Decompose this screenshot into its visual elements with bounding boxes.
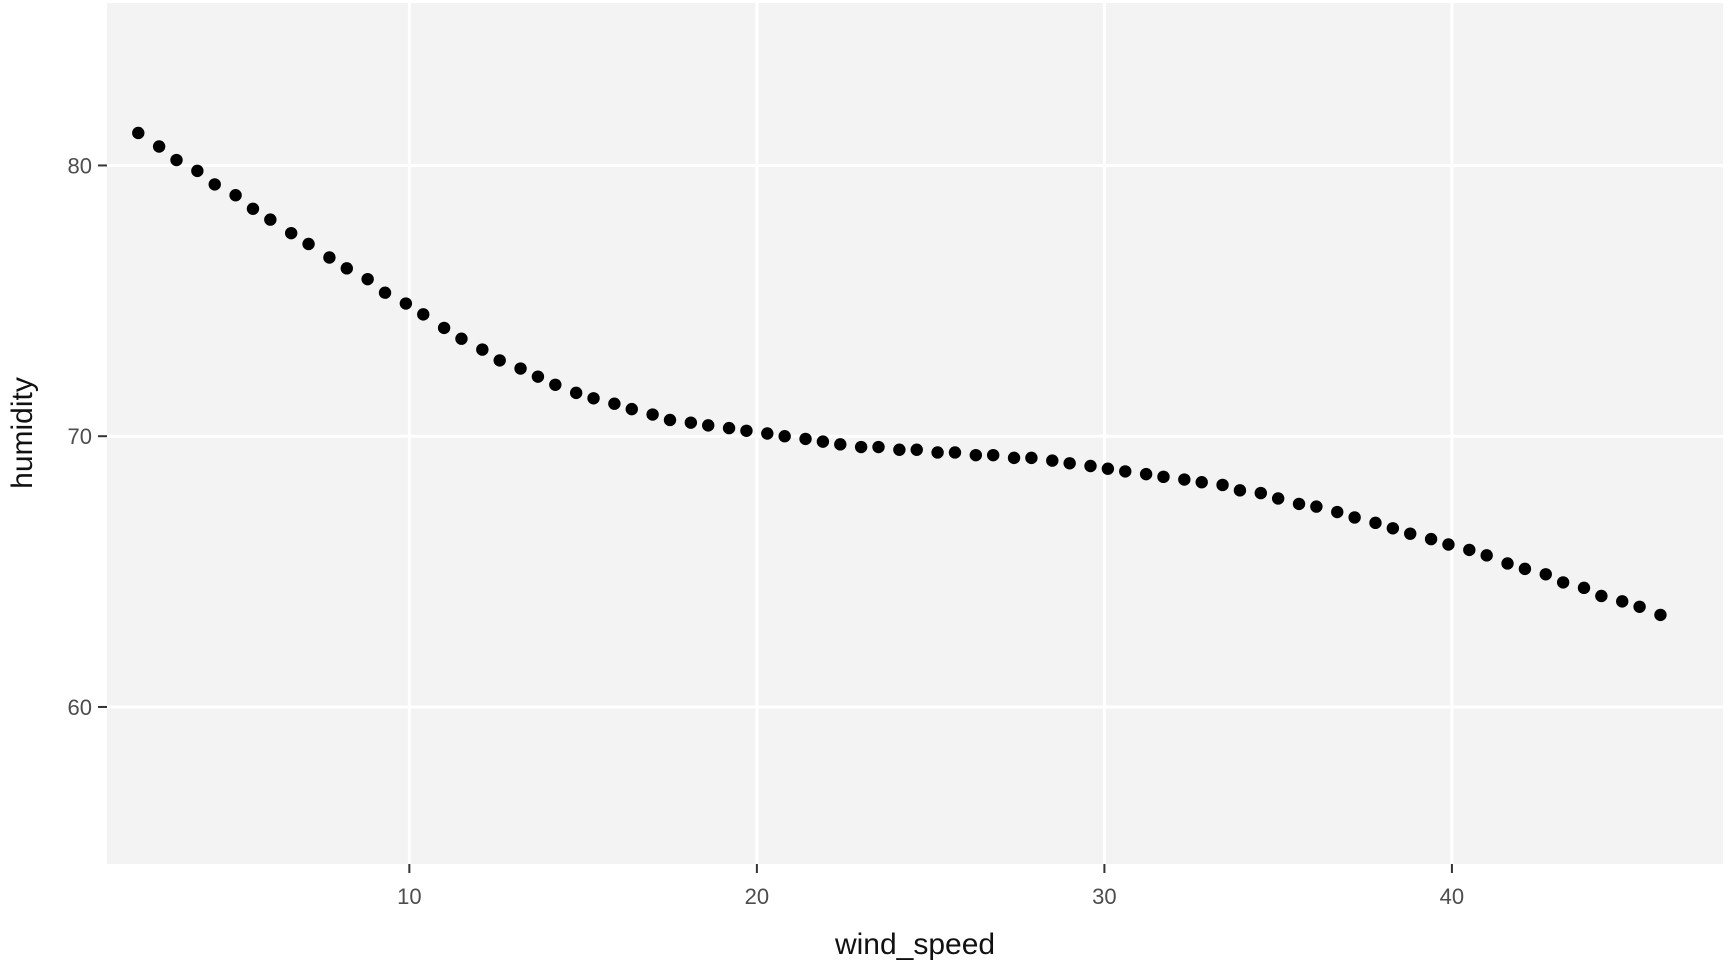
data-point: [722, 421, 736, 435]
data-point: [476, 343, 489, 356]
data-point: [1233, 484, 1247, 497]
data-point: [569, 386, 583, 400]
data-point: [340, 262, 353, 275]
data-point: [646, 408, 659, 421]
data-point: [1577, 581, 1591, 595]
data-point: [208, 178, 221, 191]
data-point: [761, 427, 774, 440]
grid-lines: [107, 3, 1723, 864]
data-point: [1139, 467, 1153, 481]
data-point: [1254, 486, 1267, 500]
data-point: [264, 213, 277, 226]
x-tick-label: 20: [745, 884, 769, 909]
data-point: [986, 448, 1000, 462]
data-point: [1518, 562, 1532, 576]
data-point: [799, 432, 812, 446]
data-point: [608, 397, 621, 410]
data-point: [740, 424, 753, 437]
data-point: [132, 126, 145, 140]
data-point: [1216, 478, 1229, 492]
y-axis-title: humidity: [6, 377, 39, 489]
data-point: [854, 440, 868, 454]
data-point: [170, 153, 183, 167]
data-point: [493, 354, 506, 367]
data-point: [1556, 576, 1570, 589]
data-point: [1463, 543, 1476, 557]
data-point: [455, 332, 468, 345]
data-point: [1178, 473, 1191, 486]
x-tick-label: 10: [397, 884, 421, 909]
data-point: [378, 286, 392, 299]
data-point: [1310, 500, 1323, 513]
plot-panel: [107, 3, 1723, 864]
data-point: [1633, 600, 1646, 613]
data-point: [872, 440, 885, 454]
data-point: [834, 438, 847, 451]
x-tick-label: 30: [1092, 884, 1116, 909]
data-point: [1348, 511, 1361, 524]
data-point: [1654, 608, 1667, 622]
data-point: [1616, 595, 1629, 608]
data-point: [1424, 532, 1438, 546]
data-point: [1046, 454, 1059, 467]
data-point: [663, 413, 677, 427]
data-point: [1480, 549, 1493, 562]
data-point: [893, 443, 906, 456]
data-point: [1501, 557, 1514, 570]
data-point: [361, 272, 374, 286]
data-point: [910, 443, 923, 456]
data-point: [1007, 451, 1021, 465]
x-axis: 10 20 30 40: [397, 864, 1464, 909]
data-point: [587, 392, 600, 405]
data-point: [323, 251, 336, 264]
data-point: [1119, 465, 1132, 478]
data-point: [1404, 527, 1417, 540]
data-point: [284, 226, 298, 240]
data-point: [948, 446, 962, 459]
data-point: [778, 430, 791, 443]
x-tick-label: 40: [1440, 884, 1464, 909]
data-point: [531, 370, 545, 383]
data-point: [1063, 457, 1076, 470]
data-point: [1292, 497, 1306, 511]
x-axis-title: wind_speed: [834, 928, 995, 960]
data-point: [684, 416, 698, 429]
data-point: [625, 402, 638, 416]
data-point: [1331, 505, 1344, 519]
data-point: [246, 202, 260, 215]
y-tick-label: 70: [68, 424, 92, 449]
data-points: [132, 126, 1667, 622]
data-point: [1386, 522, 1400, 535]
data-point: [1025, 451, 1038, 465]
y-axis: 60 70 80: [68, 153, 107, 720]
data-point: [549, 378, 562, 391]
data-point: [1539, 568, 1552, 581]
data-point: [191, 164, 204, 178]
data-point: [1271, 492, 1285, 505]
data-point: [816, 435, 830, 448]
data-point: [1595, 589, 1608, 603]
data-point: [399, 297, 413, 310]
data-point: [417, 308, 430, 321]
data-point: [152, 140, 166, 153]
data-point: [1157, 470, 1170, 484]
data-point: [1101, 462, 1115, 475]
data-point: [437, 321, 451, 335]
data-point: [702, 419, 715, 432]
data-point: [969, 448, 983, 462]
data-point: [1195, 476, 1208, 489]
data-point: [931, 446, 944, 459]
data-point: [1084, 459, 1097, 473]
y-tick-label: 60: [68, 695, 92, 720]
data-point: [1442, 538, 1455, 551]
data-point: [514, 362, 527, 375]
y-tick-label: 80: [68, 153, 92, 178]
data-point: [1369, 516, 1382, 530]
data-point: [302, 237, 315, 251]
data-point: [229, 189, 242, 202]
